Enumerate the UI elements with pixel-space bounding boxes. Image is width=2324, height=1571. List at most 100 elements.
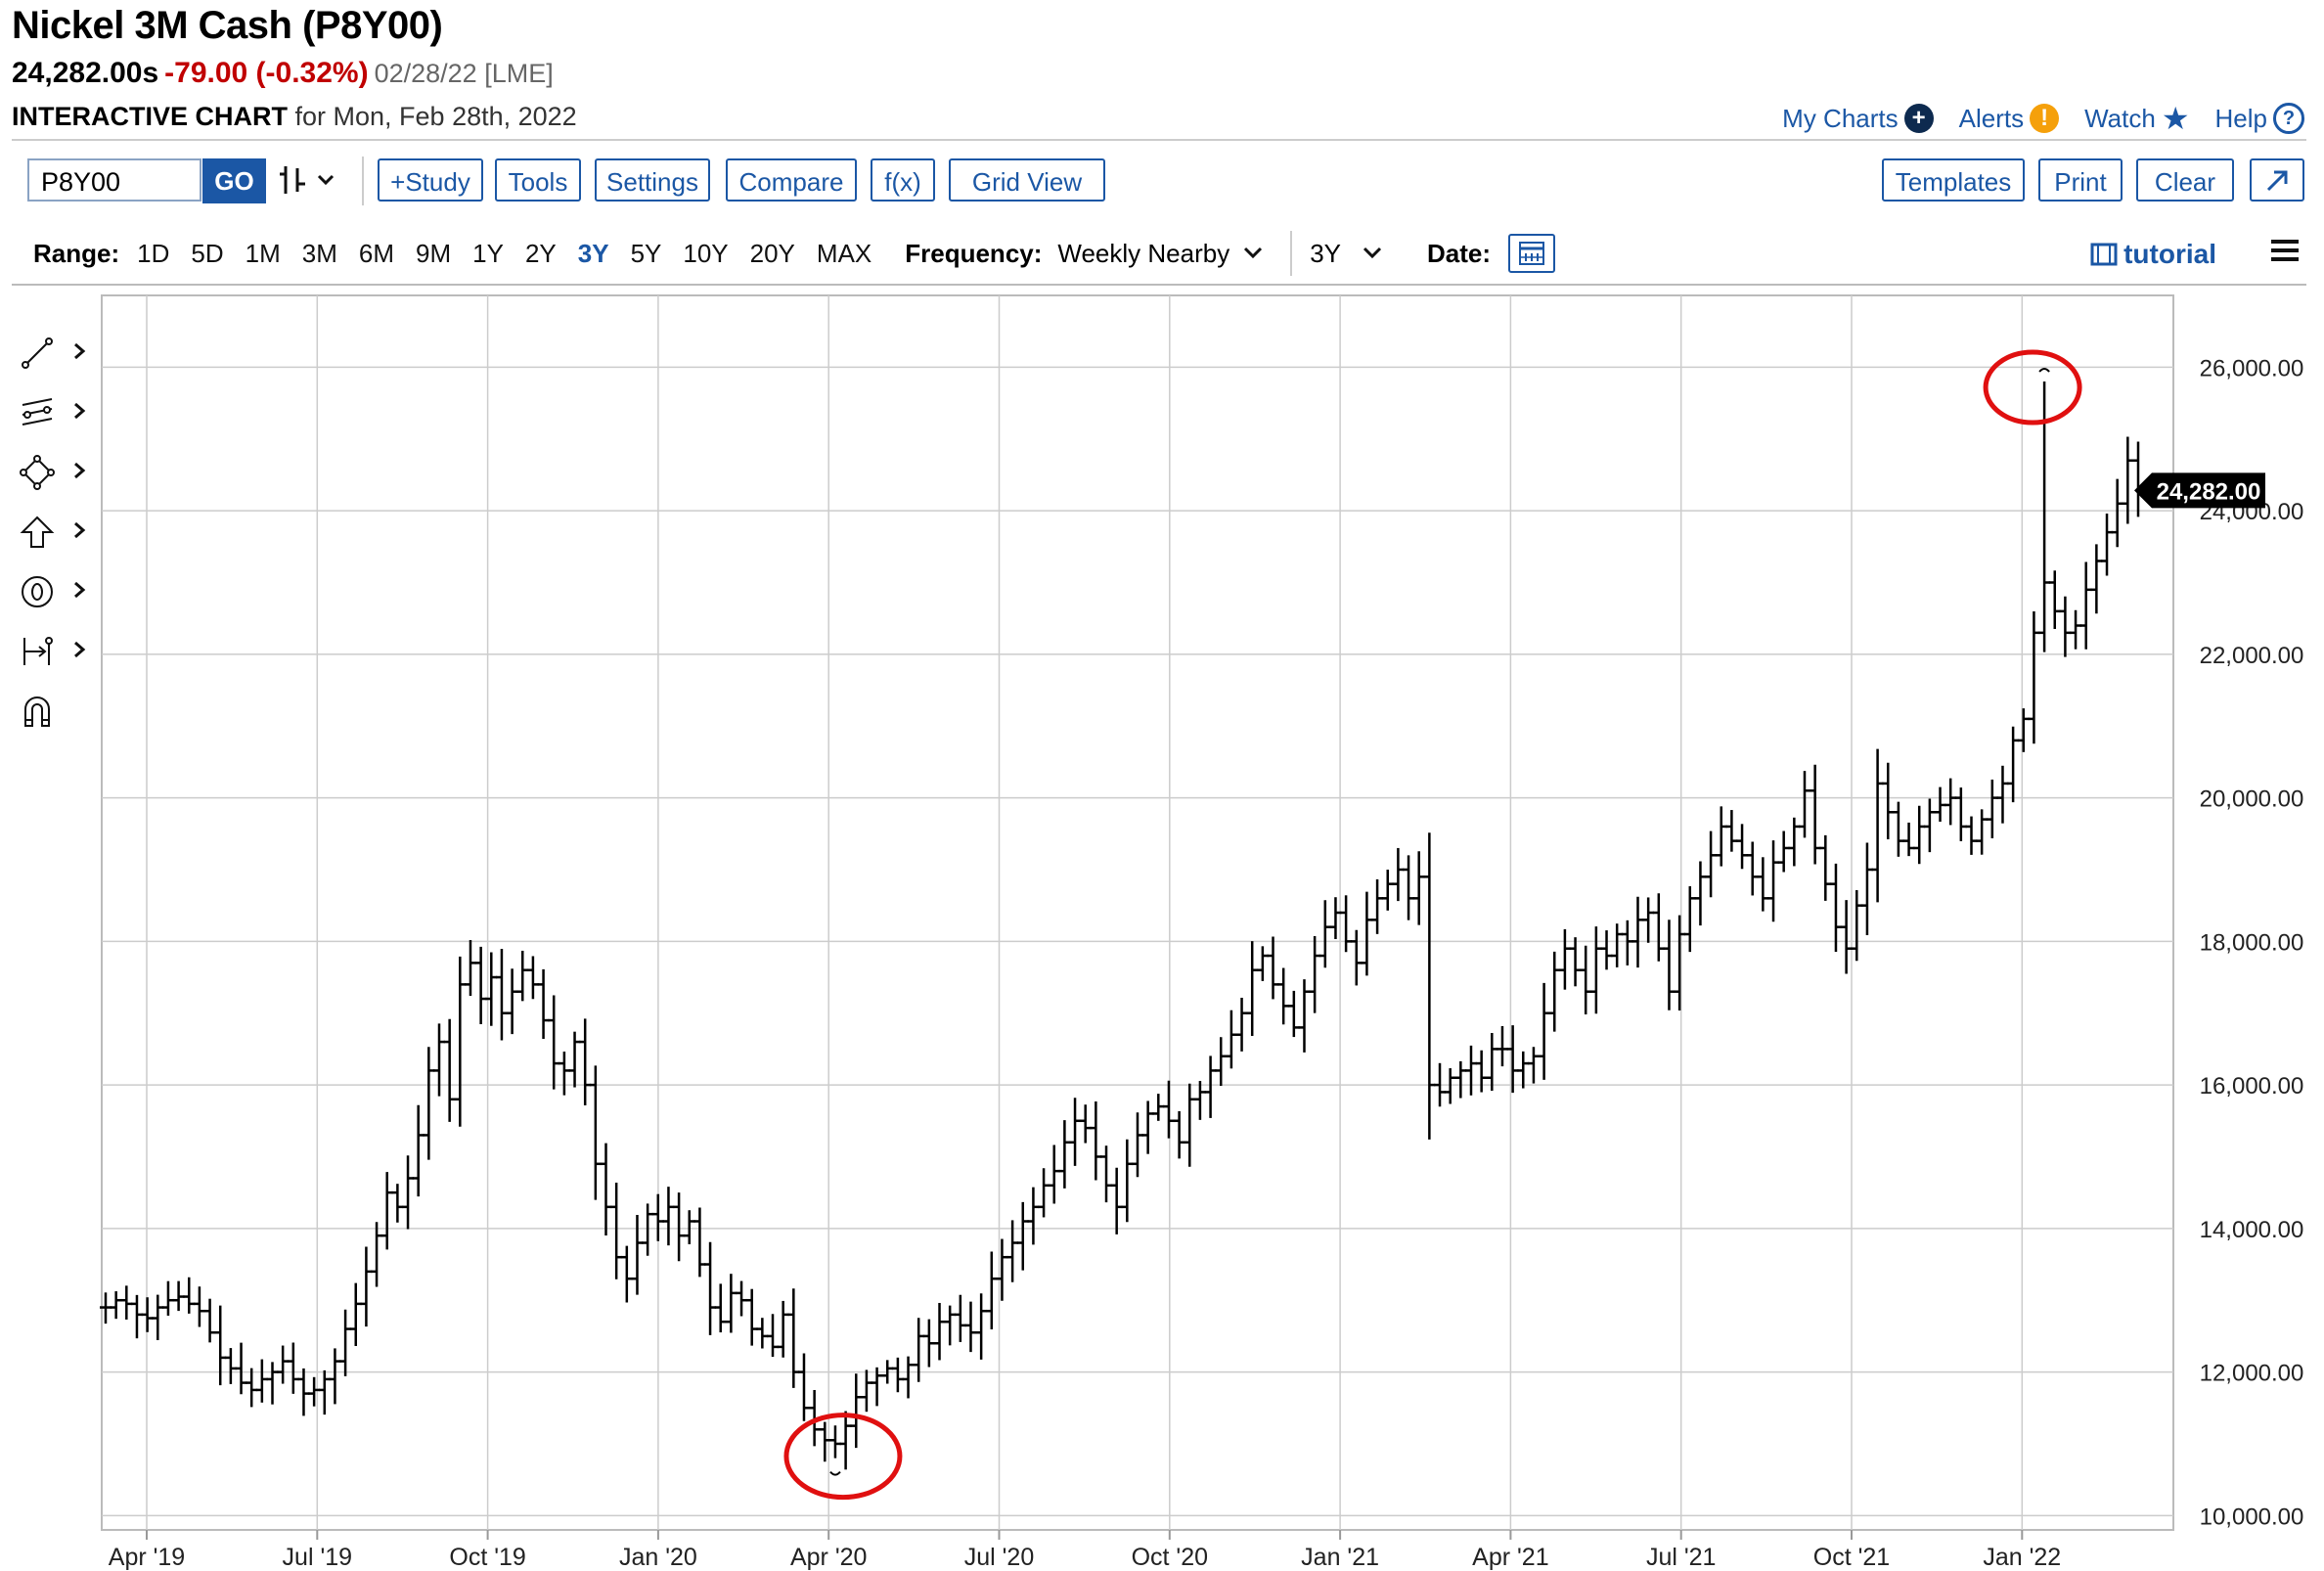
watch-link[interactable]: Watch ★: [2084, 100, 2189, 137]
magnet-tool[interactable]: [20, 681, 98, 741]
symbol-input[interactable]: P8Y00: [27, 158, 201, 202]
clear-button[interactable]: Clear: [2136, 158, 2234, 202]
x-tick-label: Apr '21: [1472, 1544, 1548, 1571]
x-tick-label: Jan '21: [1301, 1544, 1379, 1571]
chart-grid: [101, 294, 2174, 1531]
y-tick-label: 16,000.00: [2200, 1073, 2304, 1100]
bar-type-selector[interactable]: [280, 162, 340, 205]
x-tick-label: Oct '19: [449, 1544, 525, 1571]
range-option[interactable]: 3M: [301, 238, 337, 268]
calendar-icon[interactable]: [1508, 234, 1556, 273]
range-label: Range:: [33, 238, 120, 268]
question-icon: ?: [2273, 103, 2304, 134]
range-option[interactable]: 10Y: [683, 238, 729, 268]
x-tick-label: Oct '21: [1813, 1544, 1890, 1571]
shape-tool[interactable]: [20, 442, 98, 502]
x-axis: Apr '19 Jul '19 Oct '19 Jan '20 Apr '20 Jul '…: [109, 1530, 2061, 1571]
alerts-label: Alerts: [1958, 103, 2025, 133]
frequency-value: Weekly Nearby: [1057, 238, 1230, 268]
range-option[interactable]: 6M: [358, 238, 394, 268]
range-option[interactable]: 1M: [245, 238, 281, 268]
range-options: 1D 5D 1M 3M 6M 9M 1Y 2Y 3Y 5Y 10Y 20Y MAX: [137, 239, 893, 269]
subtitle-bold: INTERACTIVE CHART: [12, 102, 288, 131]
x-tick-label: Oct '20: [1132, 1544, 1208, 1571]
fibonacci-icon: [22, 397, 53, 426]
help-label: Help: [2214, 103, 2267, 133]
x-tick-label: Apr '20: [790, 1544, 867, 1571]
drawing-tools: [20, 323, 98, 741]
measure-tool[interactable]: [20, 621, 98, 681]
chevron-down-icon: [1363, 241, 1382, 266]
x-tick-label: Jul '19: [283, 1544, 352, 1571]
divider: [12, 139, 2306, 141]
annotations: [783, 349, 2082, 1501]
menu-icon[interactable]: [2271, 235, 2299, 266]
exclamation-icon: !: [2030, 104, 2060, 133]
low-circle: [783, 1413, 903, 1501]
range-option[interactable]: MAX: [816, 238, 872, 268]
fx-button[interactable]: f(x): [871, 158, 935, 202]
line-tool[interactable]: [20, 323, 98, 382]
last-price: 24,282.00s: [12, 57, 159, 89]
frequency-select[interactable]: Weekly Nearby: [1057, 239, 1263, 269]
grid-view-button[interactable]: Grid View: [949, 158, 1105, 202]
compare-button[interactable]: Compare: [726, 158, 857, 202]
range-option[interactable]: 1Y: [472, 238, 504, 268]
page-title: Nickel 3M Cash (P8Y00): [12, 4, 443, 47]
y-tick-label: 26,000.00: [2200, 355, 2304, 382]
quote-line: 24,282.00s -79.00 (-0.32%) 02/28/22 [LME]: [12, 57, 554, 90]
measure-icon: [23, 636, 53, 665]
x-tick-label: Jul '21: [1646, 1544, 1716, 1571]
go-button[interactable]: GO: [202, 158, 266, 203]
toolbar-divider: [362, 157, 364, 205]
range-option[interactable]: 2Y: [524, 238, 557, 268]
film-icon: [2090, 243, 2118, 266]
quote-date: 02/28/22 [LME]: [374, 59, 554, 88]
ohlc-bars: [100, 382, 2144, 1470]
expand-arrow-icon: [2266, 170, 2288, 192]
my-charts-link[interactable]: My Charts +: [1782, 103, 1934, 134]
last-price-tag: [2134, 472, 2265, 509]
arrow-up-icon: [20, 516, 55, 548]
plot-frame: [101, 294, 2174, 1531]
study-button[interactable]: +Study: [378, 158, 483, 202]
annotation-tool[interactable]: [20, 561, 98, 621]
x-tick-label: Apr '19: [109, 1544, 185, 1571]
tutorial-link[interactable]: tutorial: [2090, 239, 2216, 270]
subtitle-date: for Mon, Feb 28th, 2022: [294, 102, 577, 131]
chevron-right-icon: [72, 516, 86, 547]
chevron-right-icon: [72, 457, 86, 487]
range-option[interactable]: 1D: [137, 238, 170, 268]
chevron-right-icon: [72, 337, 86, 368]
watch-label: Watch: [2084, 103, 2156, 133]
divider: [12, 284, 2306, 286]
settings-button[interactable]: Settings: [595, 158, 710, 202]
range-option[interactable]: 9M: [416, 238, 452, 268]
help-link[interactable]: Help?: [2215, 103, 2304, 134]
templates-button[interactable]: Templates: [1882, 158, 2025, 202]
my-charts-label: My Charts: [1782, 103, 1899, 133]
tools-button[interactable]: Tools: [495, 158, 581, 202]
shape-icon: [20, 454, 55, 490]
y-tick-label: 22,000.00: [2200, 643, 2304, 669]
range-option[interactable]: 5Y: [630, 238, 662, 268]
fib-tool[interactable]: [20, 382, 98, 442]
high-marker: [2038, 368, 2050, 373]
range-option[interactable]: 5D: [191, 238, 224, 268]
print-button[interactable]: Print: [2038, 158, 2123, 202]
expand-button[interactable]: [2250, 158, 2304, 202]
period-select[interactable]: 3Y: [1310, 239, 1382, 269]
alerts-link[interactable]: Alerts!: [1958, 103, 2060, 134]
y-tick-label: 14,000.00: [2200, 1217, 2304, 1243]
frequency-label: Frequency:: [905, 238, 1043, 268]
chart-subtitle: INTERACTIVE CHART for Mon, Feb 28th, 202…: [12, 102, 577, 132]
range-option[interactable]: 20Y: [749, 238, 795, 268]
chevron-right-icon: [72, 576, 86, 606]
date-label: Date:: [1427, 238, 1492, 268]
arrow-tool[interactable]: [20, 502, 98, 561]
plus-icon: +: [1903, 104, 1934, 133]
range-option[interactable]: 3Y: [577, 238, 609, 268]
line-icon: [22, 337, 53, 369]
y-tick-label: 10,000.00: [2200, 1504, 2304, 1530]
